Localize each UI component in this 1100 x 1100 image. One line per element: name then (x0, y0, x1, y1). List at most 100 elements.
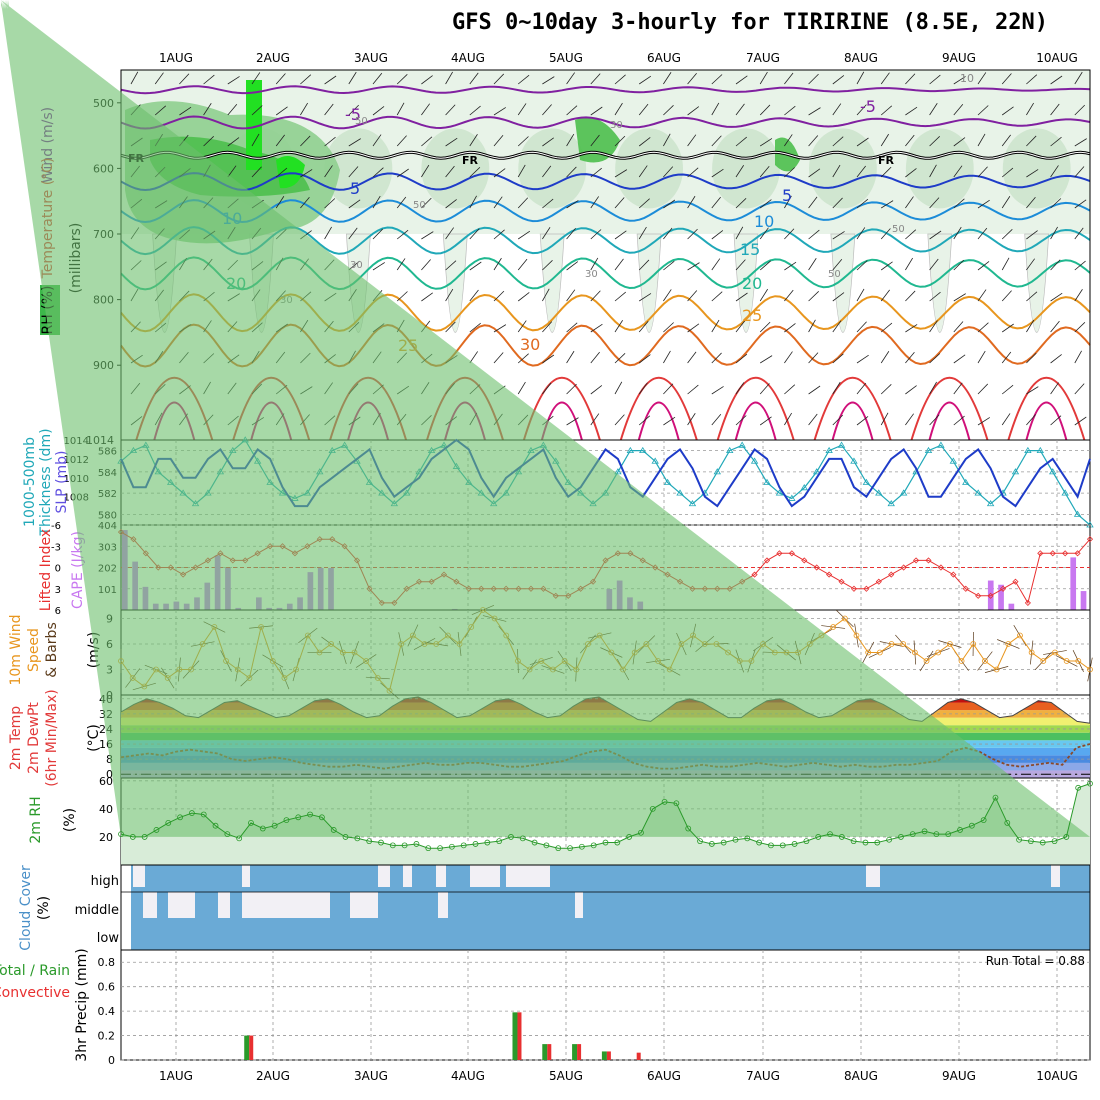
wind-barb (469, 261, 482, 271)
rh2m-unit: (%) (62, 808, 78, 832)
wind-barb (1050, 382, 1059, 395)
wind-barb (469, 167, 481, 178)
wind-barb (880, 289, 890, 302)
wind-barb (759, 71, 768, 85)
wind-barb (469, 351, 478, 364)
wind-barb (929, 197, 940, 209)
thickness-point (949, 457, 958, 464)
wind-barb (493, 257, 502, 271)
rh2m-point (968, 822, 975, 829)
temp2m-label-2: 2m DewPt (26, 702, 42, 774)
temp-label: 5 (350, 179, 360, 198)
wind-barb (638, 382, 648, 395)
wind-barb (517, 258, 528, 271)
wind-barb (517, 197, 529, 209)
wind-barb (372, 228, 384, 240)
wind-barb (493, 107, 506, 116)
wind10-label-3: & Barbs (44, 622, 60, 678)
wind-barb (711, 386, 724, 395)
wind-barb (735, 165, 744, 178)
wind10-point (958, 658, 965, 664)
lifted-index-point (1062, 550, 1069, 557)
wind-barb (300, 102, 308, 116)
thickness-point (887, 499, 895, 507)
wind-barb (856, 71, 865, 85)
wind-barb (638, 137, 651, 147)
li-label: Lifted Index (38, 529, 54, 611)
wind-barb (808, 258, 817, 271)
rh2m-point (874, 839, 881, 846)
thickness-label-1: 1000-500mb (22, 437, 38, 527)
wind-barb (517, 230, 531, 240)
wind-barb (735, 226, 744, 240)
rh-fill-spike (539, 233, 565, 333)
temp-contour-35 (619, 377, 698, 441)
wind-barb (396, 291, 408, 302)
rh2m-point (933, 831, 940, 838)
wind-barb (953, 259, 965, 271)
wind-barb (614, 258, 624, 271)
wind-barb (590, 290, 601, 302)
wind-barb (396, 135, 407, 147)
rh2m-point (224, 831, 231, 838)
cape-bar (1080, 591, 1087, 610)
lifted-index-point (1086, 536, 1094, 543)
wind-barb (251, 72, 261, 85)
wind-barb (445, 137, 458, 147)
wind-barb (517, 292, 530, 302)
cloud-mid-gap (168, 892, 195, 918)
wind-barb (396, 258, 406, 271)
precip-conv-bar (606, 1051, 611, 1060)
rh2m-point (661, 798, 668, 805)
thickness-point (651, 457, 659, 464)
temp-label: 5 (782, 186, 792, 205)
wind-barb (687, 228, 698, 240)
wind-barb (614, 291, 627, 302)
wind-barb (977, 227, 988, 240)
wind-barb (735, 320, 745, 333)
precip-label-1: Total / Rain (0, 963, 70, 979)
wind-barb (1074, 322, 1086, 333)
wind-barb (638, 321, 649, 333)
wind-barb (880, 322, 893, 333)
wind-barb (856, 165, 866, 178)
lifted-index-point (1074, 550, 1081, 557)
wind-barb (784, 261, 797, 271)
wind-contour-5 (120, 85, 1091, 95)
rh2m-point (720, 839, 727, 846)
rh2m-point (957, 827, 963, 833)
thickness-point (1073, 510, 1082, 517)
wind-label: 10 (960, 72, 974, 85)
freezing-label: FR (462, 154, 479, 167)
wind-barb (735, 103, 745, 116)
wind-barb (469, 105, 481, 116)
wind-barb (324, 198, 336, 209)
thickness-point (614, 468, 622, 475)
wind10-point (1087, 666, 1093, 673)
wind-barb (905, 352, 915, 364)
wind-barb (1026, 74, 1038, 85)
rh-fill-mid (324, 128, 393, 209)
wind-barb (953, 354, 966, 364)
wind-barb (1074, 227, 1084, 240)
wind-barb (445, 104, 456, 116)
temp-contour-40 (734, 401, 777, 441)
wind-barb (735, 292, 748, 302)
wind-barb (1001, 290, 1012, 302)
rh2m-point (389, 842, 396, 849)
wind-barb (493, 135, 504, 147)
rh2m-point (838, 834, 845, 840)
lifted-index-point (1049, 550, 1056, 557)
rh-fill-spike (733, 233, 759, 333)
wind-barb (348, 166, 359, 178)
wind-barb (469, 195, 477, 209)
wind-barb (348, 104, 360, 116)
rh2m-point (886, 836, 893, 843)
wind-barb (566, 322, 578, 333)
wind-barb (445, 165, 455, 178)
wind-barb (566, 261, 579, 271)
cloud-high-gap (378, 865, 390, 887)
thickness-point (1061, 489, 1069, 496)
wind10-label-2: Speed (26, 628, 42, 672)
wind-barb (590, 196, 599, 209)
